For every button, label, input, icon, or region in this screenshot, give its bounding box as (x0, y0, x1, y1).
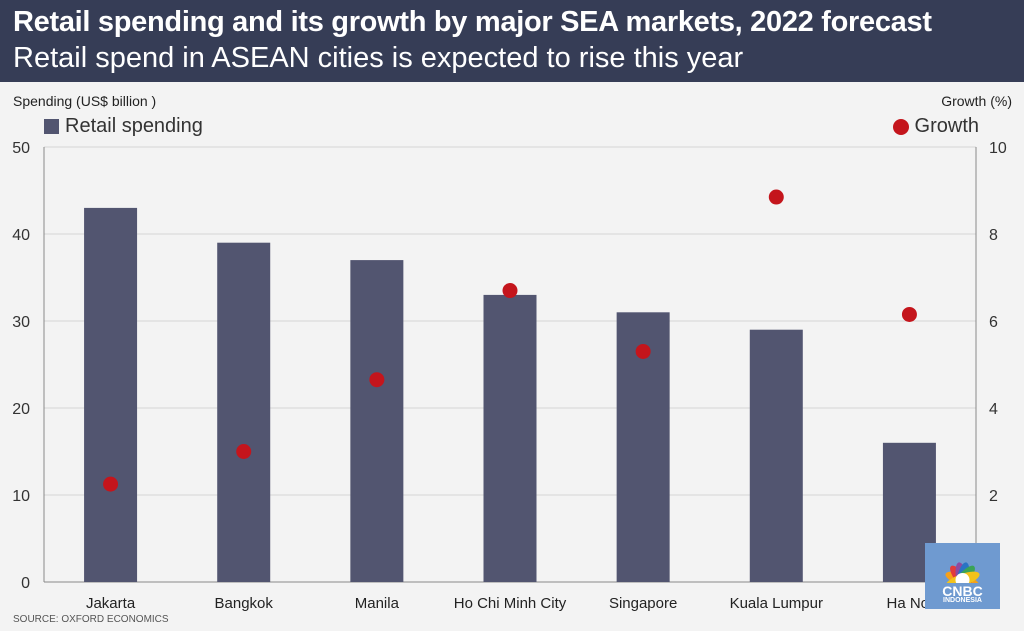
legend-label-growth: Growth (914, 115, 979, 137)
bar (84, 207, 138, 582)
logo-subname: INDONESIA (943, 597, 982, 604)
y-tick-label-left: 50 (12, 140, 30, 157)
y-tick-label-right: 4 (989, 401, 998, 418)
x-tick-label: Manila (355, 595, 400, 612)
cnbc-logo: CNBC INDONESIA (925, 543, 1000, 609)
bar (350, 260, 404, 582)
growth-point (502, 283, 518, 299)
x-tick-label: Singapore (609, 595, 677, 612)
y-tick-label-left: 10 (12, 488, 30, 505)
header-banner: Retail spending and its growth by major … (0, 0, 1024, 82)
legend-item-growth: Growth (892, 115, 979, 138)
y-tick-label-left: 30 (12, 314, 30, 331)
chart-subtitle: Retail spend in ASEAN cities is expected… (13, 42, 744, 74)
x-tick-label: Kuala Lumpur (730, 595, 823, 612)
y-tick-label-left: 0 (21, 575, 30, 592)
bar (749, 329, 803, 582)
legend-item-retail-spending: Retail spending (44, 115, 203, 138)
y-tick-label-left: 40 (12, 227, 30, 244)
growth-point (768, 189, 784, 205)
growth-point (236, 444, 252, 459)
x-tick-label: Ha Noi (886, 595, 932, 612)
growth-point (369, 372, 385, 388)
y-tick-label-right: 8 (989, 227, 998, 244)
y-tick-label-left: 20 (12, 401, 30, 418)
y-tick-label-right: 10 (989, 140, 1007, 157)
bar (483, 294, 537, 582)
growth-point (635, 343, 651, 359)
y-axis-left-label: Spending (US$ billion ) (13, 93, 157, 109)
legend-bar-swatch (44, 119, 59, 134)
x-tick-label: Jakarta (86, 595, 136, 612)
chart-title: Retail spending and its growth by major … (13, 6, 932, 38)
x-tick-label: Ho Chi Minh City (454, 595, 567, 612)
y-axis-right-label: Growth (%) (941, 93, 1012, 109)
source-note: SOURCE: OXFORD ECONOMICS (13, 614, 169, 625)
peacock-icon (945, 562, 980, 583)
bar (217, 242, 271, 582)
growth-point (901, 306, 917, 322)
growth-point (103, 476, 119, 492)
legend-label-retail-spending: Retail spending (65, 115, 203, 137)
logo-name: CNBC (942, 583, 983, 599)
x-tick-label: Bangkok (215, 595, 274, 612)
y-tick-label-right: 2 (989, 488, 998, 505)
legend-dot-swatch (892, 118, 909, 135)
y-tick-label-right: 6 (989, 314, 998, 331)
